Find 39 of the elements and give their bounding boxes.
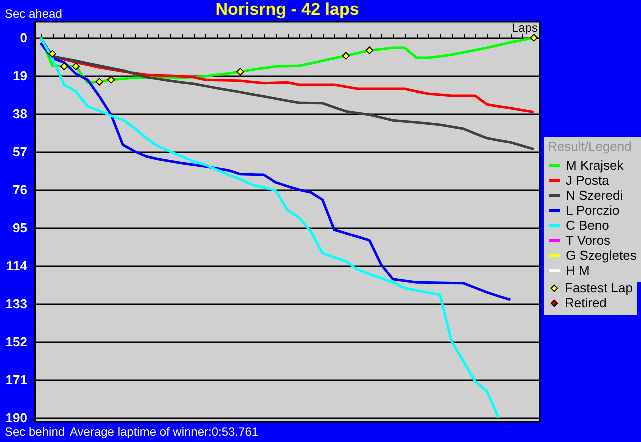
line-series (40, 42, 512, 302)
legend-label: T Voros (566, 233, 612, 248)
x-axis-title: Laps (512, 21, 538, 35)
y-tick-label: 19 (13, 68, 28, 84)
y-tick-label: 76 (13, 182, 28, 198)
line-series (40, 36, 536, 151)
point (530, 34, 538, 42)
y-tick-label: 133 (6, 296, 28, 312)
point (342, 52, 350, 60)
y-tick-label: 0 (20, 30, 28, 46)
y-tick-label: 190 (6, 410, 28, 426)
legend-label: M Krajsek (566, 158, 624, 173)
legend-label: Fastest Lap (565, 280, 633, 296)
text: Sec behind (5, 425, 66, 439)
y-tick-label: 95 (13, 220, 28, 236)
legend-label: H M (566, 263, 590, 278)
y-tick-label: 171 (6, 372, 28, 388)
legend-title: Result/Legend (548, 139, 632, 154)
y-axis-title: Sec ahead (5, 7, 62, 21)
y-tick-label: 38 (13, 106, 28, 122)
y-tick-label: 114 (6, 258, 28, 274)
chart-title: Norisrng - 42 laps (216, 0, 360, 19)
y-tick-label: 152 (6, 334, 28, 350)
point (72, 62, 80, 70)
legend-label: L Porczio (566, 203, 620, 218)
y-tick-label: 57 (13, 144, 28, 160)
point (60, 62, 68, 70)
point (236, 68, 244, 76)
legend-label: G Szegletes (566, 248, 638, 263)
text: Average laptime of winner:0:53.761 (70, 425, 259, 439)
legend-label: Retired (565, 296, 607, 310)
point (48, 50, 56, 58)
legend-label: J Posta (566, 173, 610, 188)
legend-label: C Beno (566, 218, 610, 233)
point (96, 78, 104, 86)
point (366, 46, 374, 54)
point (107, 76, 116, 84)
line-series (40, 36, 500, 420)
legend-label: N Szeredi (566, 188, 624, 203)
